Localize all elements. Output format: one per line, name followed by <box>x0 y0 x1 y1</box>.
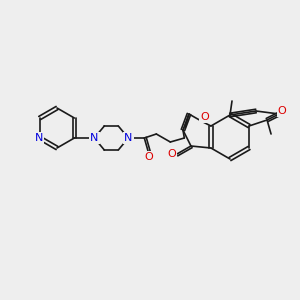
Text: O: O <box>278 106 286 116</box>
Text: O: O <box>144 152 153 162</box>
Text: O: O <box>168 149 176 159</box>
Text: N: N <box>90 133 98 143</box>
Text: N: N <box>124 133 133 143</box>
Text: N: N <box>34 133 43 143</box>
Text: O: O <box>201 112 209 122</box>
